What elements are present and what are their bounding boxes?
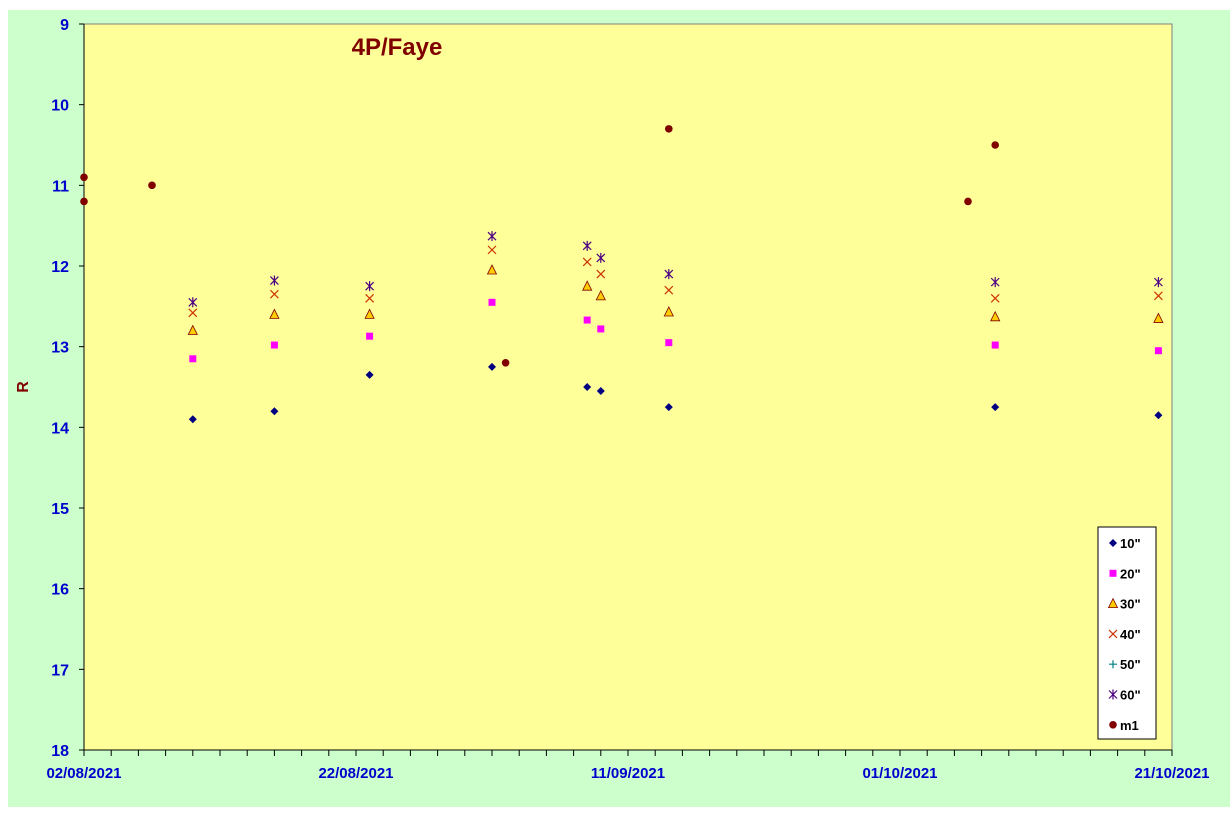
y-axis-label: R (15, 381, 32, 393)
data-point-x (269, 289, 279, 299)
legend-marker (1109, 660, 1117, 669)
legend-marker (1109, 721, 1117, 729)
data-point-triangle (595, 289, 606, 301)
data-point-square (991, 341, 999, 349)
y-tick-label: 17 (51, 662, 69, 679)
data-point-diamond (270, 407, 279, 416)
data-point-diamond (488, 362, 496, 371)
plot-layer: 9 10 11 12 13 14 15 16 17 18 02/08/2021 22/08/2021 1… (46, 17, 1209, 782)
legend-marker (1107, 597, 1119, 608)
data-point-x (487, 245, 497, 255)
data-point-x (582, 257, 592, 267)
data-point-x (664, 285, 674, 295)
x-tick-label: 01/10/2021 (862, 765, 937, 782)
data-point-triangle (990, 310, 1001, 322)
chart-title: 4P/Faye (352, 34, 443, 61)
data-point-square (488, 298, 496, 306)
data-point-asterisk (188, 297, 198, 308)
data-point-asterisk (582, 240, 592, 251)
x-tick-label: 02/08/2021 (46, 765, 121, 782)
data-point-circle (991, 141, 999, 149)
x-tick-label: 22/08/2021 (318, 765, 393, 782)
legend-marker (1108, 689, 1118, 700)
data-point-circle (80, 173, 88, 182)
data-point-diamond (991, 403, 1000, 412)
data-point-diamond (596, 387, 605, 396)
data-point-triangle (1153, 312, 1164, 323)
data-point-x (188, 308, 198, 318)
data-point-triangle (364, 308, 375, 319)
legend-label: 20" (1120, 566, 1141, 581)
data-point-triangle (486, 264, 498, 275)
data-point-square (665, 339, 673, 347)
y-tick-label: 18 (51, 743, 69, 760)
data-point-x (1153, 291, 1163, 301)
data-point-square (1154, 347, 1162, 355)
x-tick-label: 11/09/2021 (591, 765, 665, 782)
y-tick-label: 11 (52, 178, 69, 195)
data-point-circle (501, 359, 510, 367)
legend-label: 60" (1120, 688, 1141, 703)
data-point-triangle (187, 324, 198, 335)
data-point-triangle (663, 306, 674, 317)
y-tick-label: 13 (51, 340, 69, 357)
data-point-circle (964, 197, 972, 206)
data-point-triangle (582, 280, 593, 291)
data-point-square (270, 341, 278, 349)
legend-label: m1 (1120, 718, 1139, 733)
data-point-asterisk (596, 252, 606, 263)
data-point-asterisk (990, 277, 1000, 288)
legend-label: 30" (1120, 597, 1141, 612)
y-tick-label: 16 (51, 582, 69, 599)
data-point-asterisk (664, 269, 674, 280)
data-point-triangle (269, 308, 280, 319)
data-point-square (189, 355, 197, 363)
legend-label: 50" (1120, 657, 1141, 672)
legend-marker (1109, 569, 1117, 577)
data-point-x (365, 293, 375, 303)
y-tick-label: 15 (51, 501, 69, 518)
data-point-circle (148, 181, 156, 190)
legend: 10" 20" 30" 40" 50" 60" m1 (1097, 526, 1157, 740)
data-point-asterisk (365, 281, 375, 292)
data-point-x (596, 269, 606, 279)
data-point-diamond (1154, 411, 1163, 420)
plot-background (83, 23, 1173, 751)
data-point-diamond (583, 383, 592, 391)
legend-label: 10" (1120, 536, 1141, 551)
y-tick-label: 14 (51, 420, 69, 437)
data-point-x (990, 293, 1000, 303)
y-tick-label: 10 (51, 98, 69, 115)
data-point-square (583, 316, 591, 324)
legend-box (1097, 526, 1157, 740)
x-tick-label: 21/10/2021 (1134, 765, 1209, 782)
data-point-square (366, 332, 374, 340)
data-point-asterisk (1153, 277, 1163, 288)
data-point-circle (80, 197, 88, 206)
data-point-diamond (664, 403, 673, 412)
data-point-square (597, 325, 605, 333)
legend-marker (1108, 629, 1118, 639)
data-point-circle (665, 125, 673, 133)
y-tick-label: 12 (51, 259, 69, 276)
legend-label: 40" (1120, 627, 1141, 642)
data-point-diamond (365, 370, 374, 379)
data-point-asterisk (487, 231, 497, 242)
y-tick-label: 9 (60, 17, 69, 34)
data-point-asterisk (269, 275, 279, 286)
data-point-diamond (188, 415, 197, 424)
legend-marker (1109, 539, 1117, 547)
